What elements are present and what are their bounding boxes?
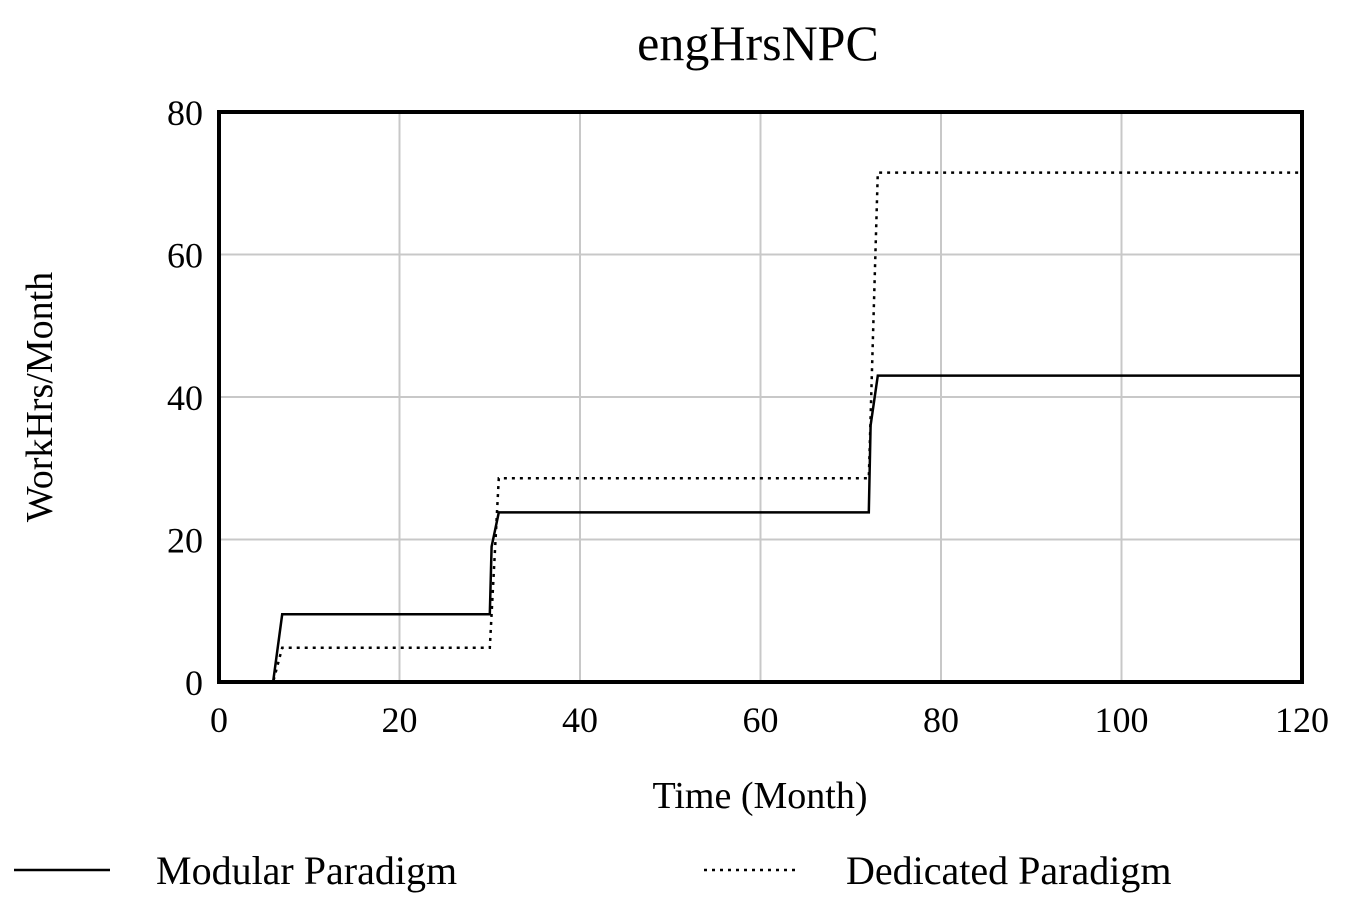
x-axis-ticks: 0 20 40 60 80 100 120 [210,700,1329,740]
y-tick-label: 60 [167,236,203,276]
x-tick-label: 100 [1095,700,1149,740]
x-tick-label: 40 [562,700,598,740]
plot-frame [217,110,1304,684]
x-tick-label: 120 [1275,700,1329,740]
y-axis-label: WorkHrs/Month [19,272,61,522]
x-axis-label: Time (Month) [652,775,867,817]
legend: Modular Paradigm Dedicated Paradigm [14,848,1171,893]
x-tick-label: 0 [210,700,228,740]
x-tick-label: 80 [923,700,959,740]
series-line-modular [219,374,1302,684]
y-tick-label: 0 [185,663,203,703]
legend-label-dedicated: Dedicated Paradigm [846,848,1171,893]
grid [219,112,1302,682]
x-tick-label: 20 [382,700,418,740]
legend-label-modular: Modular Paradigm [156,848,457,893]
y-tick-label: 40 [167,378,203,418]
chart-title: engHrsNPC [637,15,879,71]
y-axis-ticks: 0 20 40 60 80 [167,93,203,703]
y-tick-label: 80 [167,93,203,133]
x-tick-label: 60 [743,700,779,740]
series-layer [219,171,1302,684]
y-tick-label: 20 [167,521,203,561]
